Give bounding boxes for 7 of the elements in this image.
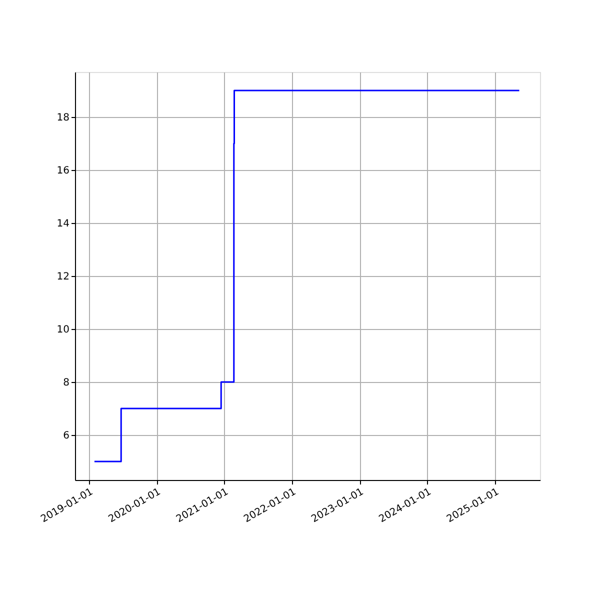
y-tick-label: 14	[56, 218, 70, 230]
y-tick-label: 18	[56, 112, 70, 124]
y-tick-label: 6	[63, 430, 70, 442]
y-tick-label: 12	[56, 272, 70, 282]
y-tick-label: 16	[56, 166, 70, 177]
y-tick-label: 10	[56, 324, 70, 336]
y-tick-label: 8	[63, 377, 70, 388]
